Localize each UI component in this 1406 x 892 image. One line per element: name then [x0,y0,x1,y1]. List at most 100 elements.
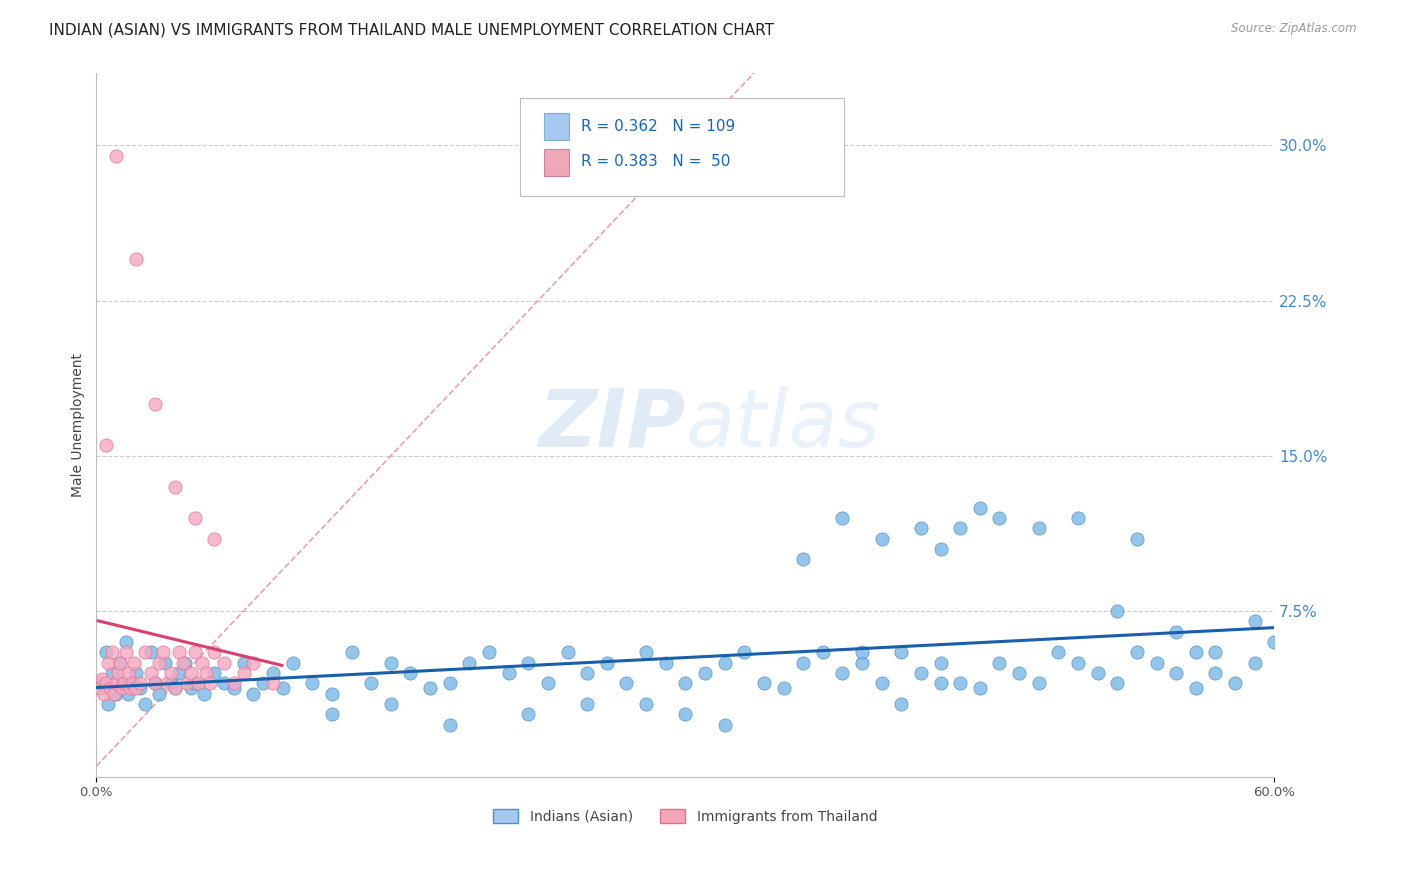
Point [183,511,205,525]
Point [616,676,638,690]
Point [1204,645,1226,659]
Point [180,666,202,681]
Point [128,676,150,690]
Point [458,656,481,670]
Point [321,707,343,722]
Point [1185,681,1208,695]
Text: Source: ZipAtlas.com: Source: ZipAtlas.com [1232,22,1357,36]
Point [929,676,952,690]
Point [176,676,198,690]
Point [713,656,735,670]
Point [212,656,235,670]
Point [101,666,124,681]
Point [212,676,235,690]
Point [202,532,225,546]
Point [1047,645,1070,659]
Point [91,676,114,690]
Point [163,681,186,695]
Point [121,676,143,690]
Point [557,645,579,659]
Point [988,656,1011,670]
Point [114,635,136,649]
Point [91,672,114,686]
Point [134,645,156,659]
Point [713,718,735,732]
Point [111,676,134,690]
Point [141,645,163,659]
Point [114,645,136,659]
Point [180,681,202,695]
Point [232,656,254,670]
Point [890,697,912,711]
Point [399,666,422,681]
Point [636,697,658,711]
Point [242,687,264,701]
Point [988,511,1011,525]
Point [153,656,176,670]
Point [232,666,254,681]
Point [949,676,972,690]
Point [143,676,166,690]
Point [910,521,932,535]
Point [1028,521,1050,535]
Point [108,656,131,670]
Point [128,681,150,695]
Point [1107,676,1129,690]
Text: atlas: atlas [685,385,880,464]
Point [152,645,174,659]
Point [271,681,294,695]
Point [163,681,186,695]
Point [148,656,170,670]
Point [222,676,245,690]
Point [96,645,118,659]
Point [752,676,775,690]
Point [1204,666,1226,681]
Point [262,676,284,690]
Point [1126,645,1149,659]
Point [517,707,540,722]
Point [89,681,111,695]
Point [321,687,343,701]
Point [242,656,264,670]
Point [969,681,991,695]
Point [143,397,166,411]
Point [929,541,952,556]
Point [439,718,461,732]
Point [870,532,893,546]
Point [1067,656,1090,670]
Point [576,666,599,681]
Point [1263,635,1285,649]
Point [96,438,118,452]
Point [851,645,873,659]
Text: ZIP: ZIP [538,385,685,464]
Point [222,681,245,695]
Point [517,656,540,670]
Point [104,149,127,163]
Point [673,707,696,722]
Point [1146,656,1168,670]
Point [693,666,716,681]
Point [1067,511,1090,525]
Point [163,480,186,494]
Point [101,645,124,659]
Point [103,687,125,701]
Point [1243,656,1265,670]
Point [117,666,139,681]
Point [851,656,873,670]
Point [124,681,146,695]
Point [122,656,145,670]
Point [1087,666,1109,681]
Point [104,676,127,690]
Point [380,656,402,670]
Point [831,511,853,525]
Point [262,666,284,681]
Point [636,645,658,659]
Point [733,645,755,659]
Text: R = 0.383   N =  50: R = 0.383 N = 50 [581,154,730,169]
Point [191,656,214,670]
Point [202,666,225,681]
Point [1008,666,1031,681]
Point [156,676,179,690]
Point [160,676,183,690]
Point [124,666,146,681]
